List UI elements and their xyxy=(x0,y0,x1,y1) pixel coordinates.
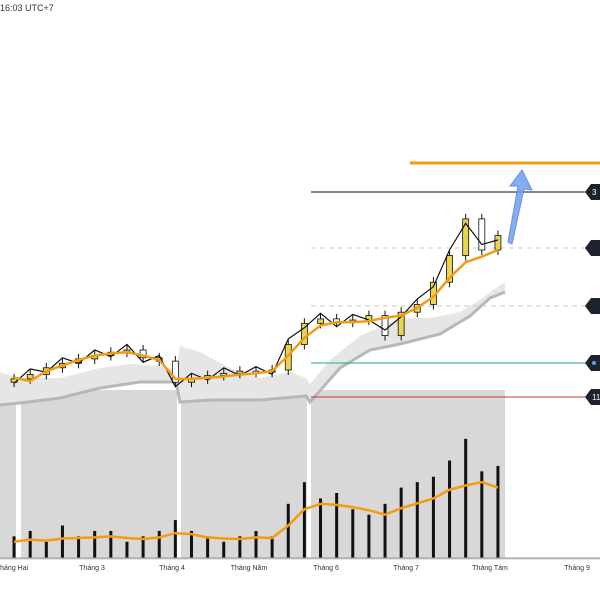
volume-bar-13 xyxy=(222,541,226,558)
price-tag-1 xyxy=(585,240,600,256)
candle-23 xyxy=(381,315,389,336)
x-tick-label-6: Tháng Tám xyxy=(472,565,508,572)
price-tag-2 xyxy=(585,298,600,314)
band-lower-line xyxy=(0,290,506,407)
volume-bar-2 xyxy=(44,541,48,558)
volume-bar-29 xyxy=(480,471,484,558)
candle-18 xyxy=(300,322,308,345)
volume-bar-23 xyxy=(383,503,387,558)
volume-bar-7 xyxy=(125,541,129,558)
zigzag-polyline xyxy=(13,222,499,388)
volume-bar-20 xyxy=(335,493,339,558)
volume-ma-polyline xyxy=(13,480,499,543)
volume-bar-11 xyxy=(189,530,193,558)
ma-polyline xyxy=(13,248,499,383)
x-tick-label-0: Tháng Hai xyxy=(0,565,29,572)
price-tag-text-0: 3 xyxy=(592,188,597,197)
volume-bar-14 xyxy=(238,536,242,558)
target-arrow xyxy=(507,169,533,245)
price-tag-4: 11 xyxy=(585,389,600,405)
volume-bar-26 xyxy=(431,476,435,558)
candle-29 xyxy=(478,218,486,251)
candle-28 xyxy=(462,218,470,256)
candle-14 xyxy=(236,370,244,374)
price-tag-bg-0 xyxy=(585,184,600,200)
volume-panel-2 xyxy=(181,390,307,558)
volume-panel-0 xyxy=(0,390,16,558)
orange-ma-line xyxy=(13,248,499,383)
volume-bar-18 xyxy=(302,482,306,558)
volume-bar-15 xyxy=(254,530,258,558)
price-tag-0: 3 xyxy=(585,184,600,200)
volume-bar-25 xyxy=(415,482,419,558)
volume-bar-4 xyxy=(77,536,81,558)
x-tick-label-4: Tháng 6 xyxy=(313,565,339,572)
volume-bar-5 xyxy=(93,530,97,558)
price-tag-dot-3 xyxy=(592,361,596,365)
volume-panel-1 xyxy=(21,390,177,558)
horizontal-levels xyxy=(311,161,600,398)
volume-bar-27 xyxy=(448,460,452,558)
volume-bar-21 xyxy=(351,509,355,558)
volume-bar-8 xyxy=(141,536,145,558)
price-band xyxy=(0,282,506,407)
price-tag-bg-2 xyxy=(585,298,600,314)
volume-bar-0 xyxy=(12,536,16,558)
volume-bar-9 xyxy=(157,530,161,558)
candle-1 xyxy=(26,374,34,380)
candle-27 xyxy=(446,255,453,283)
x-tick-label-2: Tháng 4 xyxy=(159,565,185,572)
price-tag-bg-4 xyxy=(585,389,600,405)
candle-30 xyxy=(494,235,502,251)
volume-panel-3 xyxy=(311,390,505,558)
candle-19 xyxy=(317,318,324,324)
x-tick-label-5: Tháng 7 xyxy=(393,565,419,572)
volume-bar-22 xyxy=(367,514,371,558)
candle-10 xyxy=(171,360,179,383)
volume-bar-1 xyxy=(28,530,32,558)
x-tick-label-3: Tháng Năm xyxy=(231,565,268,572)
volume-ma-line xyxy=(13,480,499,543)
price-tags: 3 11 xyxy=(585,184,600,405)
price-tag-bg-1 xyxy=(585,240,600,256)
volume-bar-12 xyxy=(206,536,210,558)
price-tag-text-4: 11 xyxy=(592,393,600,402)
volume-bar-30 xyxy=(496,465,500,558)
volume-bars xyxy=(0,438,600,559)
volume-panels xyxy=(0,390,505,558)
time-zone-label: 16:03 UTC+7 xyxy=(0,3,54,13)
blue-up-arrow xyxy=(507,169,533,245)
price-tag-3 xyxy=(585,355,600,371)
candles xyxy=(10,213,502,388)
zigzag-line xyxy=(13,222,499,388)
candle-24 xyxy=(397,311,405,336)
volume-bar-6 xyxy=(109,530,113,558)
x-tick-label-7: Tháng 9 xyxy=(564,565,590,572)
volume-bar-3 xyxy=(60,525,64,558)
volume-bar-10 xyxy=(173,520,177,558)
band-fill xyxy=(0,282,505,405)
volume-bar-16 xyxy=(270,536,274,558)
volume-bar-19 xyxy=(319,498,323,558)
x-axis: Tháng Hai Tháng 3 Tháng 4 Tháng Năm Tháng 6 T… xyxy=(0,558,600,572)
volume-bar-28 xyxy=(464,438,468,558)
volume-bar-17 xyxy=(286,503,290,558)
x-tick-label-1: Tháng 3 xyxy=(79,565,105,572)
volume-bar-24 xyxy=(399,487,403,558)
